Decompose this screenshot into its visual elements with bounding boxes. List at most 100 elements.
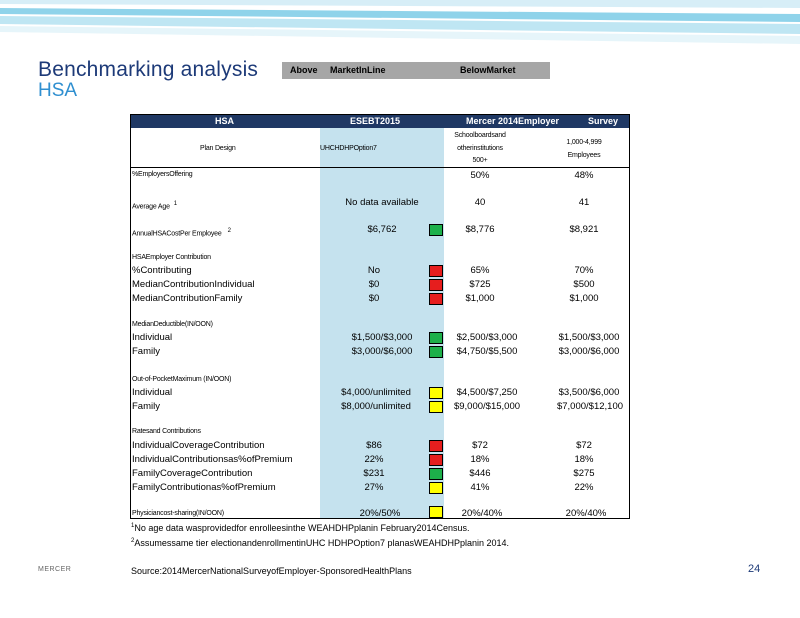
row-school: 18% (470, 454, 490, 465)
row-emp: $275 (573, 468, 595, 479)
row-emp: 41 (578, 197, 590, 208)
row-school: $446 (469, 468, 491, 479)
row-emp: 70% (574, 265, 594, 276)
row-uhc: $0 (368, 293, 380, 304)
status-indicator (429, 293, 443, 305)
row-school: 40 (474, 197, 486, 208)
row-school: 41% (470, 482, 490, 493)
subheader-emp-2: Employees (567, 152, 601, 159)
page-title: Benchmarking analysis (38, 58, 259, 81)
row-uhc: $86 (366, 440, 382, 451)
row-school: $4,500/$7,250 (456, 387, 518, 398)
row-school: $72 (472, 440, 488, 451)
row-emp: $8,921 (569, 224, 599, 235)
status-indicator (429, 482, 443, 494)
benchmark-table: HSA ESEBT2015 Mercer 2014Employer Survey… (130, 114, 630, 519)
status-indicator (429, 454, 443, 466)
row-school: 20%/40% (461, 508, 503, 519)
status-indicator (429, 224, 443, 236)
row-school: $2,500/$3,000 (456, 332, 518, 343)
row-label: MedianContributionIndividual (132, 279, 255, 290)
row-emp: $3,000/$6,000 (558, 346, 620, 357)
row-label: MedianContributionFamily (132, 293, 243, 304)
row-emp: $7,000/$12,100 (556, 401, 624, 412)
subheader-school-2: otherinstitutions (457, 145, 503, 152)
section-heading: Out-of-PocketMaximum (IN/OON) (132, 376, 232, 383)
status-indicator (429, 440, 443, 452)
section-heading: MedianDeductible(IN/OON) (132, 321, 213, 328)
status-indicator (429, 332, 443, 344)
source-note: Source:2014MercerNationalSurveyofEmploye… (131, 566, 412, 576)
header-survey: Survey (588, 116, 619, 126)
status-indicator (429, 387, 443, 399)
row-school: $1,000 (465, 293, 495, 304)
row-label: %Contributing (132, 265, 192, 276)
row-school: $8,776 (465, 224, 495, 235)
row-school: 50% (470, 170, 490, 181)
row-label: AnnualHSACostPer Employee 2 (132, 228, 231, 238)
row-label: %EmployersOffering (132, 171, 193, 178)
row-emp: 48% (574, 170, 594, 181)
row-emp: $72 (576, 440, 592, 451)
row-school: 65% (470, 265, 490, 276)
status-indicator (429, 279, 443, 291)
row-uhc: 27% (364, 482, 384, 493)
section-heading: HSAEmployer Contribution (132, 254, 211, 261)
subheader-plan-design: Plan Design (200, 145, 236, 152)
row-uhc: 20%/50% (359, 508, 401, 519)
row-label: FamilyCoverageContribution (132, 468, 253, 479)
status-indicator (429, 506, 443, 518)
row-emp: $1,000 (569, 293, 599, 304)
row-uhc: No (367, 265, 381, 276)
row-label: Average Age 1 (132, 201, 177, 211)
row-label: Individual (132, 332, 173, 343)
mercer-logo-text: MERCER (38, 566, 72, 573)
row-label: IndividualCoverageContribution (132, 440, 265, 451)
row-emp: $1,500/$3,000 (558, 332, 620, 343)
subheader-school-3: 500+ (472, 157, 488, 164)
row-emp: 18% (574, 454, 594, 465)
market-legend: Above MarketInLine BelowMarket (282, 62, 550, 79)
header-mercer: Mercer 2014Employer (466, 116, 560, 126)
row-school: $725 (469, 279, 491, 290)
row-emp: 20%/40% (565, 508, 607, 519)
footnote-1: 1No age data wasprovidedfor enrolleesint… (131, 523, 470, 533)
row-emp: $3,500/$6,000 (558, 387, 620, 398)
table-header: HSA ESEBT2015 Mercer 2014Employer Survey (130, 114, 630, 128)
row-uhc: $0 (368, 279, 380, 290)
table-border (130, 114, 630, 519)
row-label: FamilyContributionas%ofPremium (132, 482, 276, 493)
page-number: 24 (748, 563, 761, 575)
row-school: $4,750/$5,500 (456, 346, 518, 357)
row-label: Family (132, 401, 160, 412)
page-subtitle: HSA (38, 80, 78, 101)
header-hsa: HSA (215, 116, 235, 126)
footnote-2: 2Assumessame tier electionandenrollmenti… (131, 538, 510, 548)
header-stripes (0, 0, 800, 44)
row-label: IndividualContributionsas%ofPremium (132, 454, 293, 465)
row-label: Family (132, 346, 160, 357)
row-label: Individual (132, 387, 173, 398)
subheader-divider (130, 167, 630, 168)
status-indicator (429, 265, 443, 277)
status-indicator (429, 346, 443, 358)
row-uhc: $6,762 (367, 224, 397, 235)
row-label: Physiciancost-sharing(IN/OON) (132, 510, 224, 517)
row-uhc: No data available (345, 197, 419, 208)
section-heading: Ratesand Contributions (132, 428, 201, 435)
subheader-school-1: Schoolboardsand (454, 132, 506, 139)
row-emp: $500 (573, 279, 595, 290)
row-emp: 22% (574, 482, 594, 493)
legend-below: BelowMarket (460, 65, 516, 75)
row-uhc: 22% (364, 454, 384, 465)
legend-inline: MarketInLine (330, 65, 386, 75)
subheader-emp-1: 1,000-4,999 (566, 139, 602, 146)
legend-above: Above (290, 65, 318, 75)
row-uhc: $231 (363, 468, 385, 479)
row-uhc: $1,500/$3,000 (351, 332, 413, 343)
row-school: $9,000/$15,000 (453, 401, 521, 412)
uhc-column-highlight (320, 128, 444, 519)
row-uhc: $3,000/$6,000 (351, 346, 413, 357)
subheader-uhc: UHCHDHPOption7 (320, 145, 377, 152)
status-indicator (429, 401, 443, 413)
